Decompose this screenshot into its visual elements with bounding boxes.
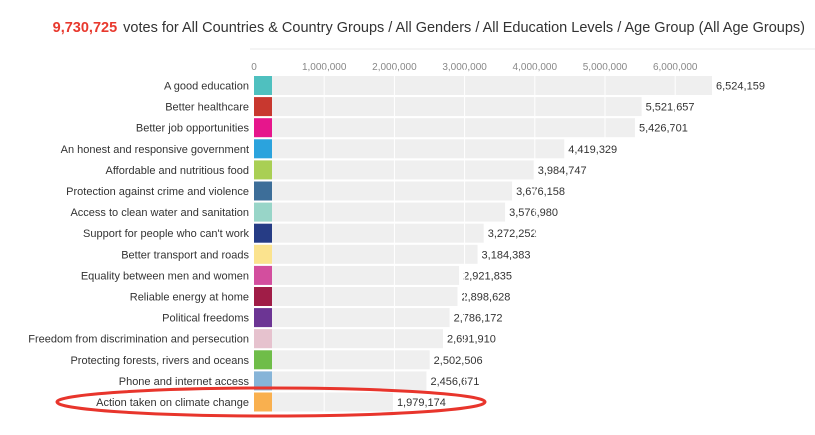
value-label: 3,184,383 (482, 249, 531, 261)
color-swatch (254, 160, 272, 180)
value-label: 2,786,172 (454, 313, 503, 325)
value-label: 2,456,671 (430, 376, 479, 388)
color-swatch (254, 329, 272, 349)
category-label: Reliable energy at home (130, 292, 249, 304)
bar (254, 76, 712, 95)
color-swatch (254, 392, 272, 412)
bar (254, 160, 534, 180)
grid-layer (323, 66, 676, 414)
category-label: Phone and internet access (119, 376, 250, 388)
total-votes: 9,730,725 (52, 20, 118, 36)
bar (254, 244, 478, 264)
category-label: An honest and responsive government (61, 144, 249, 156)
color-swatch (254, 223, 272, 243)
bar (254, 202, 506, 222)
value-label: 2,691,910 (447, 334, 496, 346)
color-swatch (254, 97, 272, 117)
category-label: Freedom from discrimination and persecut… (28, 334, 249, 346)
bar (254, 97, 642, 117)
value-label: 3,984,747 (538, 165, 587, 177)
category-label: Better job opportunities (136, 123, 250, 135)
bar (254, 308, 450, 328)
value-label: 4,419,329 (568, 144, 617, 156)
category-label: Support for people who can't work (83, 228, 249, 240)
category-label: A good education (164, 81, 249, 93)
filter-description: votes for All Countries & Country Groups… (123, 20, 805, 36)
category-label: Access to clean water and sanitation (70, 207, 249, 219)
highlight-ellipse (55, 386, 487, 418)
bars: A good education 6,524,159 Better healthca… (28, 76, 765, 412)
x-tick-label: 0 (251, 62, 257, 73)
x-axis: 0 1,000,000 2,000,000 3,000,000 4,000,000 5,0… (251, 62, 698, 73)
bar (254, 329, 443, 349)
bar (254, 223, 484, 243)
bar (254, 392, 393, 412)
bar (254, 287, 458, 306)
category-label: Equality between men and women (81, 270, 249, 282)
value-label: 3,676,158 (516, 186, 565, 198)
color-swatch (254, 202, 272, 222)
bar (254, 371, 427, 391)
category-label: Better healthcare (165, 102, 249, 114)
value-label: 5,426,701 (639, 123, 688, 135)
color-swatch (254, 139, 272, 159)
category-label: Protecting forests, rivers and oceans (70, 355, 249, 367)
color-swatch (254, 118, 272, 138)
bar (254, 139, 565, 159)
color-swatch (254, 76, 272, 95)
value-label: 5,521,657 (646, 102, 695, 114)
bar (254, 181, 513, 201)
category-label: Affordable and nutritious food (105, 165, 249, 177)
value-label: 1,979,174 (397, 397, 446, 409)
color-swatch (254, 287, 272, 306)
value-label: 2,898,628 (461, 292, 510, 304)
annotations (55, 386, 487, 418)
votes-summary: 9,730,725 votes for All Countries & Count… (0, 20, 805, 36)
value-label: 3,576,980 (509, 207, 558, 219)
value-label: 2,921,835 (463, 270, 512, 282)
color-swatch (254, 350, 272, 370)
value-label: 2,502,506 (434, 355, 483, 367)
color-swatch (254, 265, 272, 285)
bar (254, 265, 460, 285)
category-label: Protection against crime and violence (66, 186, 249, 198)
color-swatch (254, 371, 272, 391)
category-label: Action taken on climate change (96, 397, 249, 409)
category-label: Political freedoms (162, 313, 249, 325)
color-swatch (254, 308, 272, 328)
value-label: 6,524,159 (716, 81, 765, 93)
value-label: 3,272,252 (488, 228, 537, 240)
category-label: Better transport and roads (121, 249, 249, 261)
color-swatch (254, 244, 272, 264)
bar (254, 118, 635, 138)
bar (254, 350, 430, 370)
color-swatch (254, 181, 272, 201)
